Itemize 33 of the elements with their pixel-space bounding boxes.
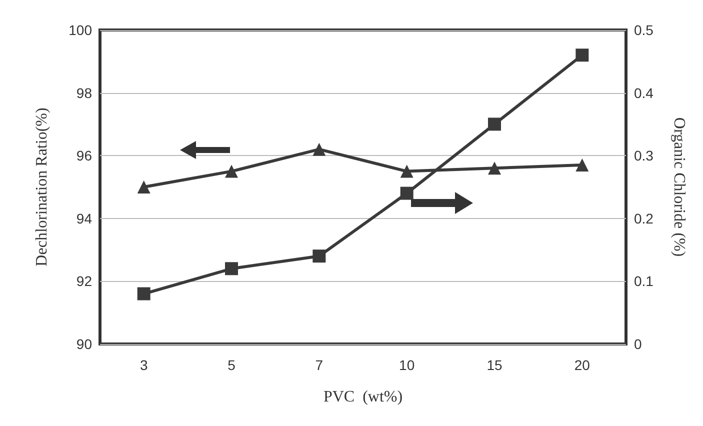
y2-tick-label: 0 (634, 336, 642, 352)
x-tick-label: 5 (228, 357, 236, 373)
x-tick-label: 7 (315, 357, 324, 373)
point (225, 262, 238, 276)
y-tick-label: 90 (76, 336, 92, 352)
y-tick-label: 94 (76, 210, 92, 226)
x-tick-label: 15 (486, 357, 502, 373)
y-tick-label: 96 (76, 148, 92, 164)
y2-tick-label: 0.4 (634, 84, 654, 101)
y2-tick-label: 0.3 (634, 148, 654, 164)
point (488, 162, 501, 175)
y-tick-label: 100 (68, 22, 92, 38)
y-axis-title: Dechlorination Ratio(%) (34, 108, 50, 266)
y2-tick-label: 0.2 (634, 210, 654, 226)
point (400, 186, 414, 200)
point (137, 180, 150, 194)
y2-tick-label: 0.1 (634, 273, 654, 290)
point (488, 118, 501, 131)
x-tick-label: 10 (399, 357, 415, 373)
point (400, 164, 414, 178)
x-tick-label: 20 (574, 357, 590, 373)
y2-tick-label: 0.5 (634, 22, 654, 38)
x-tick-label: 3 (140, 357, 148, 373)
y-tick-label: 92 (76, 273, 92, 290)
point (312, 250, 326, 263)
point (312, 142, 326, 156)
point (576, 48, 589, 62)
x-axis-title: PVC (wt%) (323, 388, 403, 406)
point (576, 158, 589, 172)
point (225, 164, 238, 178)
point (137, 287, 150, 300)
y-tick-label: 98 (76, 84, 92, 101)
y2-axis-title: Organic Chloride (%) (670, 117, 688, 257)
